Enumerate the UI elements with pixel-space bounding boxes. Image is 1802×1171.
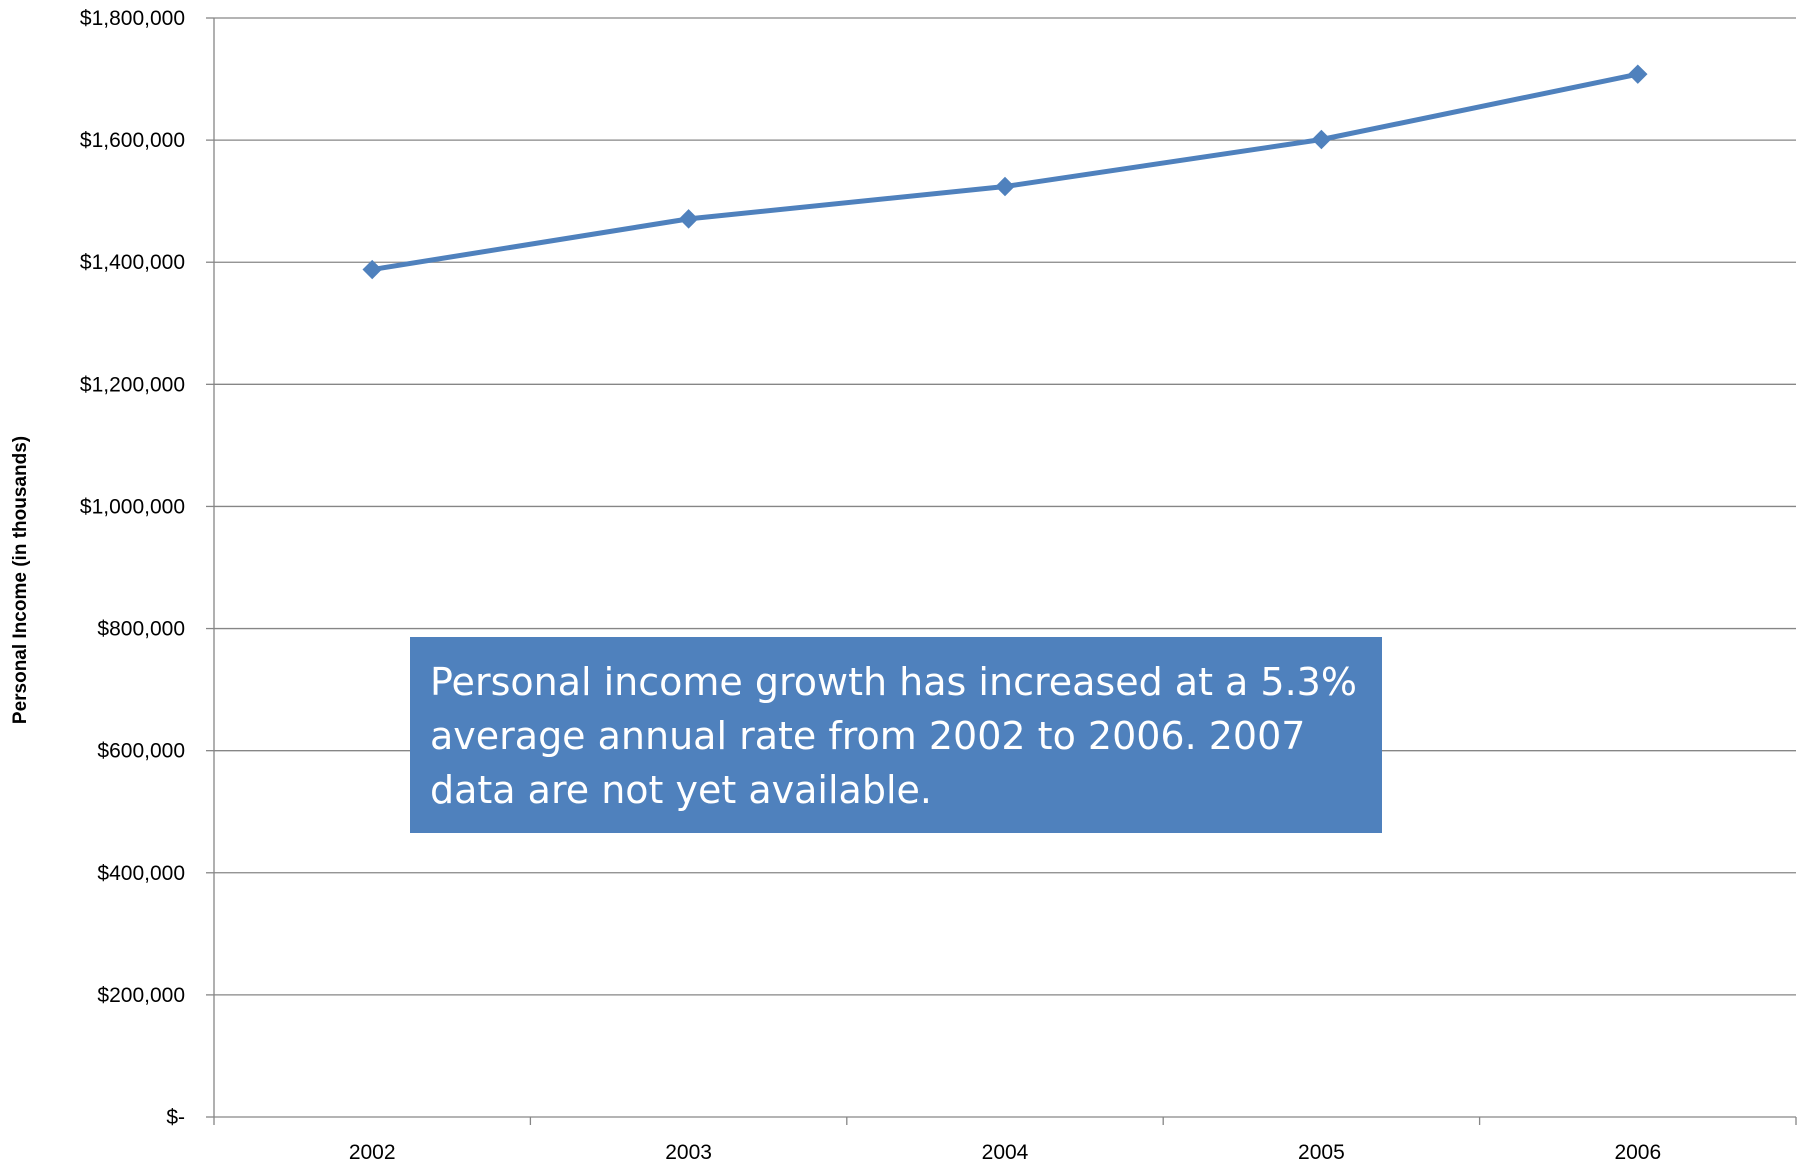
y-axis-tick-labels: $- $200,000 $400,000 $600,000 $800,000 $1,000… [80,7,185,1129]
y-tick-label: $200,000 [97,984,185,1007]
y-tick-label: $1,000,000 [80,495,185,518]
y-tick-label: $400,000 [97,862,185,885]
x-tick-label: 2006 [1614,1141,1661,1164]
y-tick-label: $1,800,000 [80,7,185,30]
x-tick-label: 2003 [665,1141,712,1164]
series-line [371,71,1639,273]
y-tick-label: $1,600,000 [80,129,185,152]
data-point-marker [678,209,699,229]
data-point-marker [995,176,1015,197]
annotation-box: Personal income growth has increased at … [410,637,1382,833]
y-tick-label: $1,400,000 [80,251,185,274]
x-tick-label: 2005 [1298,1141,1345,1164]
y-tick-label: $800,000 [97,618,185,641]
y-axis-title: Personal Income (in thousands) [10,436,31,724]
x-tick-label: 2004 [982,1141,1029,1164]
series-group [362,64,1648,280]
data-point-marker [1628,64,1648,84]
x-tick-label: 2002 [349,1141,396,1164]
y-tick-label: $- [166,1106,185,1129]
x-axis-tick-labels: 2002 2003 2004 2005 2006 [349,1141,1661,1164]
gridlines [214,17,1796,996]
y-tick-label: $600,000 [97,740,185,763]
data-point-marker [1311,129,1332,150]
axes [206,17,1797,1125]
data-point-marker [362,259,382,280]
y-tick-label: $1,200,000 [80,373,185,396]
